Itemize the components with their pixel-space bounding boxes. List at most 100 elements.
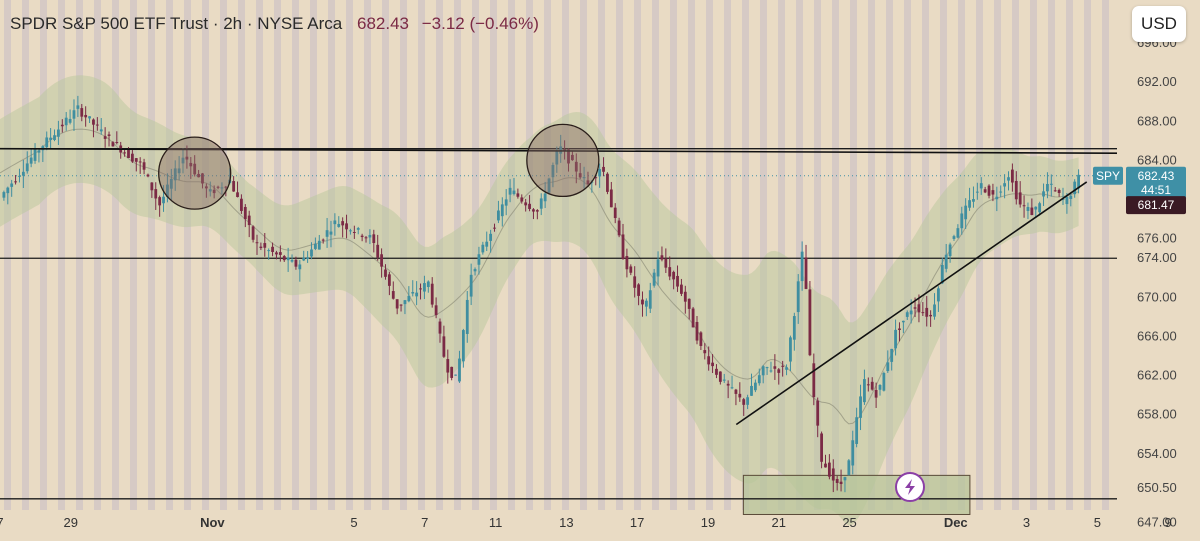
- x-tick-label: 7: [421, 515, 428, 530]
- candle-up: [769, 370, 773, 372]
- chart-header: SPDR S&P 500 ETF Trust · 2h · NYSE Arca …: [10, 14, 539, 34]
- candle-up: [894, 329, 897, 349]
- session-stripe: [202, 0, 209, 510]
- candle-up: [1026, 207, 1030, 211]
- y-tick-label: 666.00: [1137, 328, 1177, 343]
- candle-down: [123, 152, 127, 154]
- session-stripe: [796, 0, 803, 510]
- candle-up: [800, 251, 804, 282]
- candle-up: [789, 337, 792, 362]
- candle-down: [738, 393, 742, 398]
- candle-down: [251, 226, 255, 240]
- session-stripe: [130, 0, 137, 510]
- candle-down: [115, 141, 119, 143]
- candle-down: [621, 234, 625, 259]
- candle-down: [275, 252, 278, 255]
- candle-up: [208, 189, 212, 192]
- candle-down: [563, 149, 567, 151]
- candle-down: [216, 186, 220, 188]
- candle-up: [555, 151, 559, 165]
- candle-up: [722, 379, 726, 381]
- candle-up: [317, 240, 321, 250]
- candle-down: [430, 283, 434, 305]
- candle-down: [236, 192, 239, 198]
- session-stripe: [1084, 0, 1091, 510]
- candle-up: [656, 259, 660, 277]
- candle-up: [64, 117, 68, 126]
- candle-up: [1007, 177, 1010, 181]
- candle-down: [808, 289, 812, 356]
- session-stripe: [886, 0, 893, 510]
- candle-up: [851, 440, 855, 466]
- candle-up: [33, 148, 37, 161]
- candle-up: [933, 304, 936, 317]
- candle-down: [127, 149, 130, 159]
- candle-down: [866, 384, 870, 386]
- candle-down: [1022, 205, 1026, 207]
- candle-down: [364, 237, 368, 239]
- candle-down: [629, 266, 633, 273]
- session-stripe: [1048, 0, 1055, 510]
- highlight-circle: [158, 136, 232, 210]
- candle-up: [454, 374, 457, 376]
- candle-up: [29, 157, 33, 164]
- candle-up: [329, 231, 333, 235]
- candle-up: [855, 417, 859, 444]
- x-tick-label: 5: [1094, 515, 1101, 530]
- candle-down: [150, 182, 154, 191]
- candle-up: [99, 129, 103, 132]
- trendline: [0, 147, 1200, 155]
- candle-down: [898, 328, 901, 331]
- symbol-title: SPDR S&P 500 ETF Trust · 2h · NYSE Arca: [10, 14, 343, 33]
- currency-button[interactable]: USD: [1132, 6, 1186, 42]
- candle-down: [718, 371, 722, 382]
- candle-up: [337, 223, 341, 227]
- candle-up: [177, 168, 181, 174]
- x-tick-label: 11: [489, 515, 503, 530]
- candle-down: [442, 336, 446, 357]
- candle-down: [870, 381, 874, 390]
- time-axis: 7 29 Nov 5 7 11 13 17 19 21 25 Dec 3 5 9: [0, 515, 1172, 530]
- last-price: 682.43: [356, 14, 409, 33]
- candle-up: [298, 264, 302, 270]
- candle-up: [886, 362, 890, 372]
- candle-up: [1061, 198, 1065, 200]
- candle-down: [925, 307, 929, 317]
- ref-price-tag-text: 681.47: [1138, 198, 1175, 212]
- candle-up: [730, 387, 734, 389]
- candle-up: [1065, 196, 1069, 205]
- candle-up: [761, 366, 765, 376]
- price-axis: 696.00692.00688.00684.00680.00676.00674.…: [1117, 0, 1200, 536]
- candle-down: [107, 134, 111, 136]
- price-axis-bg: [1117, 0, 1200, 536]
- candle-up: [458, 358, 461, 382]
- candle-up: [1073, 181, 1077, 195]
- session-stripe: [1066, 0, 1073, 510]
- candle-down: [777, 369, 781, 373]
- session-stripe: [868, 0, 875, 510]
- candle-up: [423, 283, 426, 292]
- candle-up: [415, 292, 419, 297]
- candle-down: [263, 243, 267, 248]
- candle-down: [84, 114, 88, 118]
- candle-up: [512, 190, 516, 195]
- candle-up: [477, 254, 481, 265]
- symbol-tag-text: SPY: [1096, 169, 1120, 183]
- candle-down: [185, 156, 189, 160]
- candle-down: [532, 209, 535, 212]
- candle-up: [181, 157, 185, 164]
- y-tick-label: 662.00: [1137, 368, 1177, 383]
- candle-up: [1077, 174, 1080, 189]
- candle-up: [753, 382, 757, 391]
- candle-down: [189, 162, 193, 167]
- candle-up: [403, 300, 407, 305]
- candle-down: [734, 389, 738, 394]
- candles: [2, 95, 1080, 493]
- candle-down: [609, 189, 613, 208]
- candle-up: [792, 316, 796, 340]
- candle-down: [341, 221, 345, 226]
- candle-down: [707, 356, 711, 365]
- session-stripe: [580, 0, 587, 510]
- x-tick-label: 7: [0, 515, 4, 530]
